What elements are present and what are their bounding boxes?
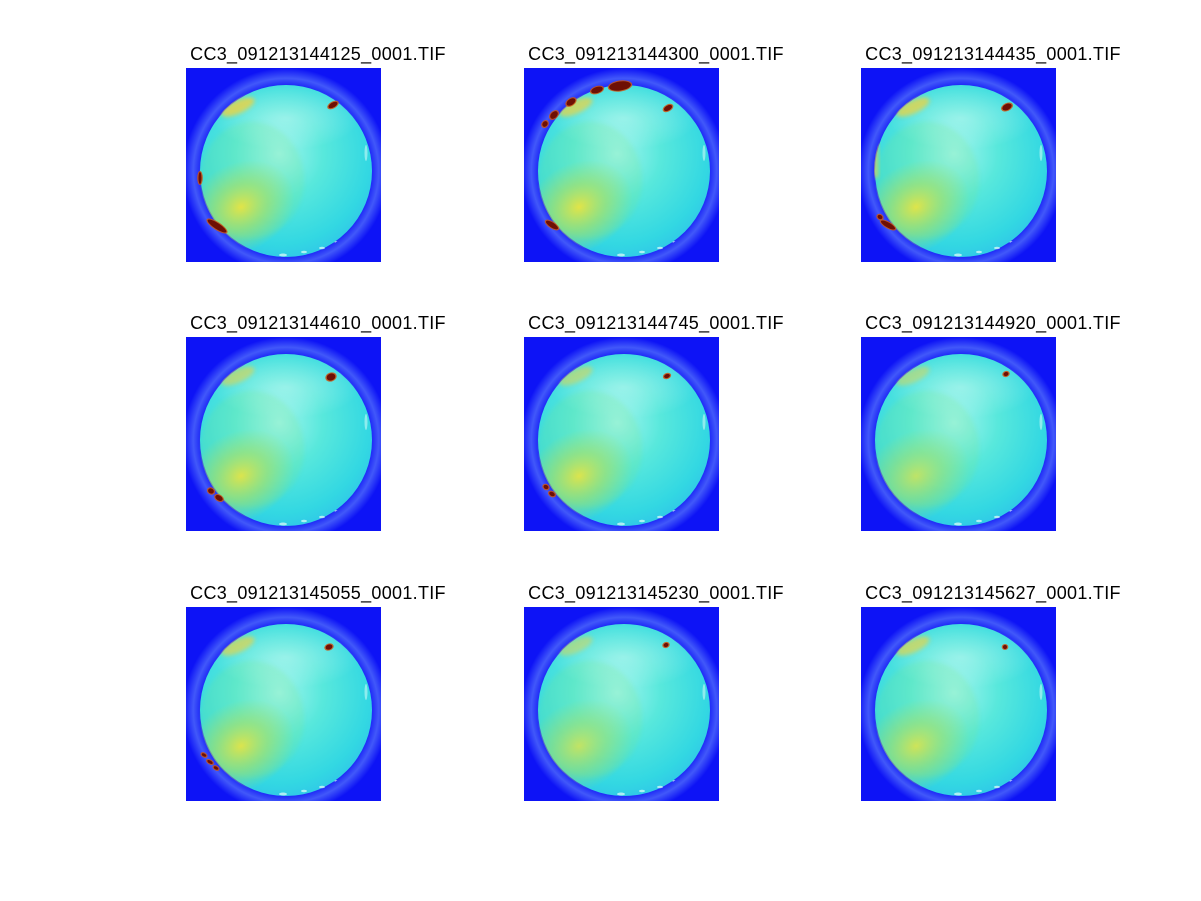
sky-image xyxy=(186,68,381,262)
subplot: CC3_091213144125_0001.TIF xyxy=(186,44,446,264)
subplot: CC3_091213144300_0001.TIF xyxy=(524,44,784,264)
subplot-title: CC3_091213144610_0001.TIF xyxy=(190,313,446,333)
sky-image xyxy=(186,337,381,531)
sky-image xyxy=(861,337,1056,531)
sky-image xyxy=(524,607,719,801)
subplot: CC3_091213145230_0001.TIF xyxy=(524,583,784,803)
sky-image xyxy=(524,337,719,531)
sky-image xyxy=(524,68,719,262)
subplot-title: CC3_091213145230_0001.TIF xyxy=(528,583,784,603)
subplot-title: CC3_091213144300_0001.TIF xyxy=(528,44,784,64)
subplot: CC3_091213145055_0001.TIF xyxy=(186,583,446,803)
subplot-title: CC3_091213144745_0001.TIF xyxy=(528,313,784,333)
subplot-title: CC3_091213144435_0001.TIF xyxy=(865,44,1121,64)
subplot-title: CC3_091213145055_0001.TIF xyxy=(190,583,446,603)
subplot: CC3_091213144920_0001.TIF xyxy=(861,313,1121,533)
subplot: CC3_091213145627_0001.TIF xyxy=(861,583,1121,803)
sky-image xyxy=(861,68,1056,262)
subplot-title: CC3_091213144125_0001.TIF xyxy=(190,44,446,64)
sky-image xyxy=(861,607,1056,801)
subplot: CC3_091213144435_0001.TIF xyxy=(861,44,1121,264)
subplot-title: CC3_091213145627_0001.TIF xyxy=(865,583,1121,603)
sky-image xyxy=(186,607,381,801)
subplot-title: CC3_091213144920_0001.TIF xyxy=(865,313,1121,333)
subplot: CC3_091213144610_0001.TIF xyxy=(186,313,446,533)
subplot: CC3_091213144745_0001.TIF xyxy=(524,313,784,533)
